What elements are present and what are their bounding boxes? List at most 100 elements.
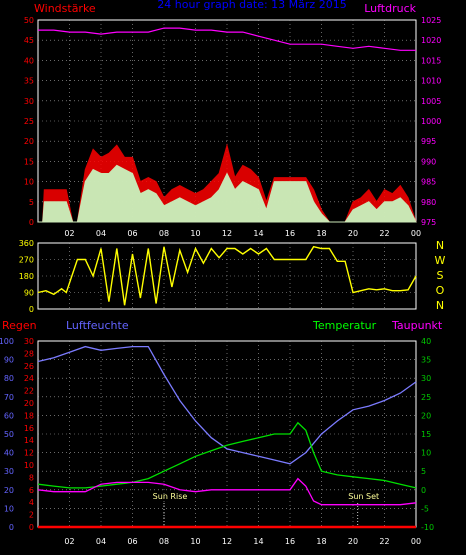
humidity-y-ticks: 0 10 20 30 40 50 60 70 80 90 100	[0, 337, 14, 532]
rain-y-tick-label: 28	[24, 349, 34, 358]
climate-x-tick-label: 06	[127, 537, 137, 546]
wind-x-tick-label: 16	[285, 229, 295, 238]
wind-y-tick-label: 25	[24, 117, 34, 126]
humidity-y-tick-label: 40	[4, 449, 14, 458]
sun-annotation-label: Sun Rise	[153, 492, 188, 501]
climate-x-tick-label: 02	[64, 537, 74, 546]
rain-y-tick-label: 6	[29, 486, 34, 495]
climate-x-tick-label: 10	[190, 537, 200, 546]
pressure-axis-label: Luftdruck	[364, 2, 416, 15]
climate-x-tick-label: 14	[253, 537, 263, 546]
climate-x-tick-label: 08	[159, 537, 169, 546]
direction-plot-grid	[38, 243, 416, 309]
wind-x-tick-label: 18	[316, 229, 326, 238]
pressure-y-tick-label: 1000	[421, 117, 441, 126]
temperature-y-tick-label: 20	[421, 411, 431, 420]
rain-y-tick-label: 14	[24, 436, 34, 445]
pressure-line	[38, 27, 416, 51]
wind-x-tick-label: 04	[96, 229, 106, 238]
rain-y-tick-label: 2	[29, 511, 34, 520]
chart-title: 24 hour graph date: 13 März 2015	[157, 0, 346, 11]
temperature-y-tick-label: 40	[421, 337, 431, 346]
wind-x-tick-label: 00	[411, 229, 421, 238]
rain-y-tick-label: 8	[29, 473, 34, 482]
direction-y-tick-label: 90	[24, 289, 34, 298]
temperature-y-tick-label: 5	[421, 467, 426, 476]
humidity-y-tick-label: 90	[4, 356, 14, 365]
compass-label: S	[437, 269, 444, 282]
direction-y-tick-label: 270	[19, 256, 34, 265]
wind-plot-series	[38, 27, 417, 223]
climate-panel: Regen Luftfeuchte Temperatur Taupunkt 0 1…	[0, 319, 443, 546]
pressure-y-tick-label: 990	[421, 157, 436, 166]
wind-y-tick-label: 20	[24, 137, 34, 146]
climate-x-ticks: 02 04 06 08 10 12 14 16 18 20 22 00	[64, 537, 421, 546]
climate-x-tick-label: 00	[411, 537, 421, 546]
rain-y-tick-label: 30	[24, 337, 34, 346]
wind-x-tick-label: 20	[348, 229, 358, 238]
rain-y-tick-label: 22	[24, 387, 34, 396]
rain-y-tick-label: 16	[24, 424, 34, 433]
wind-y-tick-label: 30	[24, 97, 34, 106]
temperature-y-ticks: -10 -5 0 5 10 15 20 25 30 35 40	[421, 337, 434, 532]
pressure-y-ticks: 975 980 985 990 995 1000 1005 1010 1015 1020 1025	[421, 16, 441, 227]
rain-y-tick-label: 4	[29, 498, 34, 507]
direction-y-ticks: 0 90 180 270 360	[19, 239, 34, 314]
direction-plot-series	[37, 245, 417, 306]
temperature-y-tick-label: 30	[421, 374, 431, 383]
temperature-y-tick-label: 25	[421, 393, 431, 402]
climate-x-tick-label: 22	[379, 537, 389, 546]
wind-y-tick-label: 45	[24, 36, 34, 45]
humidity-y-tick-label: 0	[9, 523, 14, 532]
rain-y-tick-label: 12	[24, 449, 34, 458]
compass-label: O	[436, 284, 445, 297]
wind-x-tick-label: 02	[64, 229, 74, 238]
wind-y-tick-label: 5	[29, 198, 34, 207]
compass-label: N	[436, 239, 444, 252]
wind-direction-series	[37, 245, 417, 306]
pressure-y-tick-label: 1010	[421, 77, 441, 86]
rain-y-tick-label: 10	[24, 461, 34, 470]
rain-y-tick-label: 24	[24, 374, 34, 383]
humidity-label: Luftfeuchte	[66, 319, 129, 332]
temperature-y-tick-label: 35	[421, 356, 431, 365]
wind-y-tick-label: 0	[29, 218, 34, 227]
climate-x-tick-label: 16	[285, 537, 295, 546]
wind-y-tick-label: 40	[24, 56, 34, 65]
direction-y-tick-label: 360	[19, 239, 34, 248]
wind-y-tick-label: 10	[24, 178, 34, 187]
compass-label: W	[435, 254, 446, 267]
climate-plot-series	[37, 345, 417, 529]
direction-y-tick-label: 180	[19, 272, 34, 281]
rain-y-tick-label: 18	[24, 411, 34, 420]
rain-y-tick-label: 20	[24, 399, 34, 408]
wind-x-tick-label: 12	[222, 229, 232, 238]
compass-label: N	[436, 299, 444, 312]
climate-x-tick-label: 04	[96, 537, 106, 546]
humidity-y-tick-label: 10	[4, 504, 14, 513]
wind-y-tick-label: 50	[24, 16, 34, 25]
wind-x-tick-label: 06	[127, 229, 137, 238]
climate-x-tick-label: 18	[316, 537, 326, 546]
dewpoint-line	[37, 477, 417, 506]
wind-x-ticks: 02 04 06 08 10 12 14 16 18 20 22 00	[64, 229, 421, 238]
temperature-line	[37, 421, 417, 489]
wind-x-tick-label: 08	[159, 229, 169, 238]
pressure-y-tick-label: 975	[421, 218, 436, 227]
wind-average-series	[38, 164, 417, 223]
temperature-y-tick-label: 10	[421, 449, 431, 458]
climate-x-tick-label: 20	[348, 537, 358, 546]
humidity-y-tick-label: 20	[4, 486, 14, 495]
climate-x-tick-label: 12	[222, 537, 232, 546]
sun-annotation-label: Sun Set	[348, 492, 379, 501]
humidity-y-tick-label: 60	[4, 411, 14, 420]
wind-y-tick-label: 35	[24, 77, 34, 86]
temperature-y-tick-label: -5	[421, 504, 429, 513]
pressure-y-tick-label: 1025	[421, 16, 441, 25]
rain-y-tick-label: 0	[29, 523, 34, 532]
temperature-label: Temperatur	[312, 319, 377, 332]
wind-axis-label: Windstärke	[34, 2, 96, 15]
